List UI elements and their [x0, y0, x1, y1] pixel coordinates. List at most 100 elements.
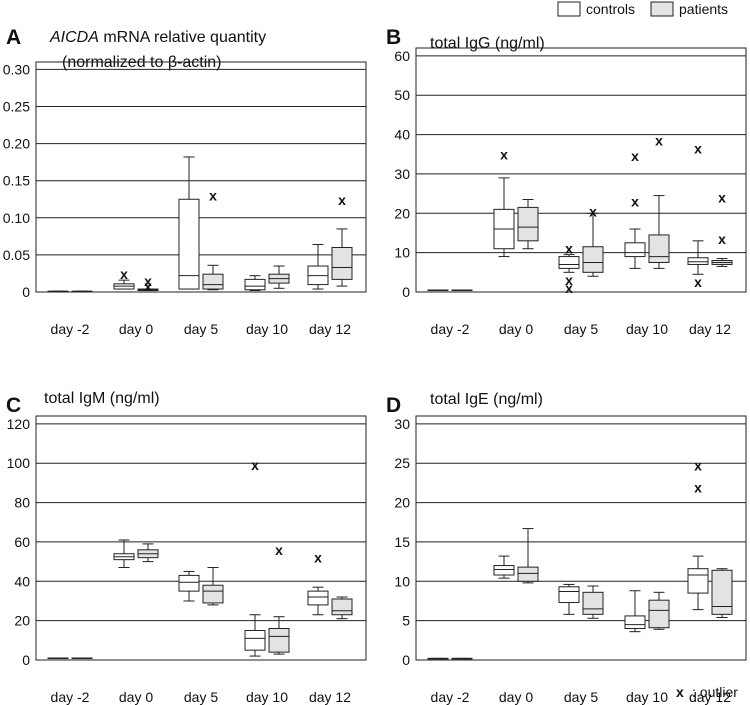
y-tick-label: 0	[22, 652, 30, 668]
panel-title-text: mRNA relative quantity	[99, 29, 266, 46]
box-iqr	[582, 591, 604, 615]
y-tick-label: 0.30	[3, 61, 30, 77]
outlier-key-symbol: x	[676, 684, 684, 700]
panel-title-text: total IgE (ng/ml)	[430, 391, 543, 408]
x-tick-label: day 12	[689, 689, 731, 705]
y-tick-label: 5	[402, 613, 410, 629]
plot-frame	[35, 61, 367, 293]
outlier-mark: x	[565, 272, 573, 288]
x-tick-label: day 10	[246, 689, 288, 705]
x-tick-label: day -2	[431, 321, 470, 337]
legend-controls-label: controls	[586, 1, 635, 17]
y-tick-label: 0.10	[3, 210, 30, 226]
box-controls-1	[493, 555, 515, 579]
y-tick-label: 60	[14, 534, 30, 550]
y-tick-label: 0.25	[3, 99, 30, 115]
y-tick-label: 0.20	[3, 136, 30, 152]
x-tick-label: day 0	[499, 689, 533, 705]
box-patients-4	[711, 568, 733, 618]
outlier-mark: x	[718, 190, 726, 206]
box-iqr	[648, 234, 670, 263]
box-iqr	[711, 569, 733, 615]
outlier-mark: x	[338, 192, 346, 208]
outlier-mark: x	[694, 140, 702, 156]
y-tick-label: 0.05	[3, 247, 30, 263]
y-tick-label: 0.15	[3, 173, 30, 189]
outlier-mark: x	[694, 458, 702, 474]
x-tick-label: day 0	[499, 321, 533, 337]
box-patients-0	[451, 289, 473, 292]
panel-letter: A	[6, 26, 21, 49]
box-controls-2	[178, 156, 200, 290]
panel-letter: D	[386, 394, 401, 417]
box-patients-4: x	[331, 192, 353, 287]
panel-title-text: total IgM (ng/ml)	[44, 390, 160, 407]
plot-frame	[415, 47, 747, 293]
x-tick-label: day 12	[309, 689, 351, 705]
box-iqr	[687, 257, 709, 265]
outlier-mark: x	[655, 132, 663, 148]
y-tick-label: 20	[394, 495, 410, 511]
x-tick-label: day 5	[564, 689, 598, 705]
outlier-mark: x	[694, 480, 702, 496]
box-controls-1: x	[493, 146, 515, 258]
box-controls-2	[178, 570, 200, 602]
box-controls-0	[427, 657, 449, 660]
y-tick-label: 50	[394, 87, 410, 103]
box-controls-2: xxx	[558, 241, 580, 296]
x-tick-label: day 12	[309, 321, 351, 337]
outlier-mark: x	[120, 266, 128, 282]
legend-patients-label: patients	[679, 1, 728, 17]
x-tick-label: day 10	[626, 321, 668, 337]
box-controls-3	[244, 275, 266, 292]
box-patients-2	[202, 567, 224, 606]
panel-letter: C	[6, 394, 21, 417]
outlier-mark: x	[565, 241, 573, 257]
outlier-key-label: : outlier	[692, 684, 738, 700]
outlier-mark: x	[589, 203, 597, 219]
box-controls-4: xx	[687, 140, 709, 290]
box-iqr	[517, 206, 539, 242]
y-tick-label: 60	[394, 48, 410, 64]
x-tick-label: day 0	[119, 321, 153, 337]
panel-title-italic: AICDA	[49, 29, 99, 46]
x-tick-label: day 10	[246, 321, 288, 337]
box-controls-3: xx	[624, 148, 646, 269]
box-iqr	[268, 628, 290, 653]
box-patients-4	[331, 596, 353, 620]
y-tick-label: 15	[394, 534, 410, 550]
legend: controls patients	[557, 1, 728, 17]
outlier-key: x : outlier	[676, 684, 738, 700]
box-patients-1	[517, 528, 539, 584]
box-controls-3: x	[244, 457, 266, 657]
box-patients-1	[517, 199, 539, 250]
box-patients-2: x	[202, 188, 224, 291]
outlier-mark: x	[275, 542, 283, 558]
y-tick-label: 40	[14, 573, 30, 589]
outlier-mark: x	[500, 146, 508, 162]
box-iqr	[558, 256, 580, 269]
y-tick-label: 10	[394, 245, 410, 261]
outlier-mark: x	[718, 231, 726, 247]
box-iqr	[202, 273, 224, 290]
y-tick-label: 20	[394, 205, 410, 221]
box-patients-3	[648, 591, 670, 630]
box-iqr	[624, 615, 646, 630]
box-controls-0	[47, 290, 69, 293]
box-iqr	[244, 278, 266, 291]
y-tick-label: 120	[7, 416, 31, 432]
x-tick-label: day 0	[119, 689, 153, 705]
outlier-mark: x	[251, 457, 259, 473]
box-controls-3	[624, 590, 646, 633]
box-patients-3: x	[268, 542, 290, 655]
panel-title-text: total IgG (ng/ml)	[430, 35, 545, 52]
box-iqr	[331, 598, 353, 616]
x-tick-label: day -2	[51, 321, 90, 337]
y-tick-label: 30	[394, 166, 410, 182]
box-iqr	[244, 629, 266, 651]
panel-title: total IgE (ng/ml)	[430, 391, 543, 408]
